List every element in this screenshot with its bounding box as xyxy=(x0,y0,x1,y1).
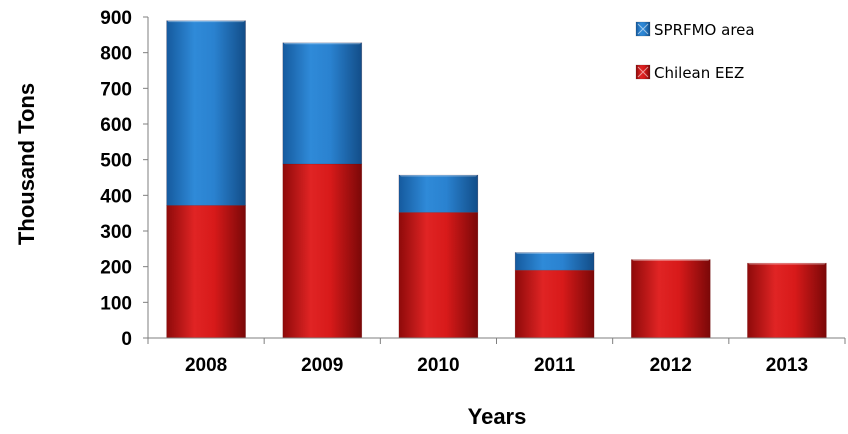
y-tick-label: 300 xyxy=(100,222,132,243)
bar-cap-2012 xyxy=(632,258,710,261)
legend: SPRFMO area Chilean EEZ xyxy=(635,21,755,82)
bar-cap-2010 xyxy=(399,173,477,177)
bar-chilean-eez-2009 xyxy=(282,163,363,339)
x-tick-label: 2013 xyxy=(766,355,808,376)
x-tick-label: 2010 xyxy=(417,355,459,376)
bar-chilean-eez-2010 xyxy=(398,212,479,339)
legend-label-sprfmo-area: SPRFMO area xyxy=(654,21,755,39)
y-tick-label: 400 xyxy=(100,186,132,207)
y-tick-label: 200 xyxy=(100,258,132,279)
bar-cap-2008 xyxy=(167,19,245,23)
x-tick-label: 2012 xyxy=(650,355,692,376)
bar-sprfmo-area-2011 xyxy=(514,252,595,271)
y-tick-label: 800 xyxy=(100,44,132,65)
y-tick-label: 700 xyxy=(100,79,132,100)
y-tick-label: 500 xyxy=(100,151,132,172)
bar-chilean-eez-2013 xyxy=(747,262,827,339)
y-tick-label: 0 xyxy=(121,329,132,350)
bar-sprfmo-area-2010 xyxy=(398,174,479,213)
y-axis-title: Thousand Tons xyxy=(14,83,39,245)
legend-label-chilean-eez: Chilean EEZ xyxy=(654,64,744,82)
bar-sprfmo-area-2008 xyxy=(166,20,246,206)
x-axis-ticks: 2008 2009 2010 2011 2012 2013 xyxy=(147,338,846,376)
bar-cap-2011 xyxy=(516,250,594,254)
y-tick-label: 900 xyxy=(100,8,132,29)
bar-chilean-eez-2008 xyxy=(166,205,246,339)
bars-group xyxy=(166,19,827,339)
legend-swatch-gloss xyxy=(637,66,649,78)
x-tick-label: 2009 xyxy=(301,355,343,376)
bar-cap-2009 xyxy=(283,41,361,45)
x-axis-title: Years xyxy=(468,404,527,429)
bar-chilean-eez-2011 xyxy=(514,269,595,339)
legend-swatch-gloss xyxy=(637,23,649,35)
bar-sprfmo-area-2009 xyxy=(282,42,363,165)
y-tick-label: 600 xyxy=(100,115,132,136)
bar-cap-2013 xyxy=(748,261,826,265)
y-tick-label: 100 xyxy=(100,293,132,314)
x-tick-label: 2008 xyxy=(185,355,227,376)
x-tick-label: 2011 xyxy=(534,355,576,376)
y-axis-ticks: 0 100 200 300 400 500 600 700 800 900 xyxy=(100,8,148,350)
bar-chilean-eez-2012 xyxy=(630,259,711,339)
